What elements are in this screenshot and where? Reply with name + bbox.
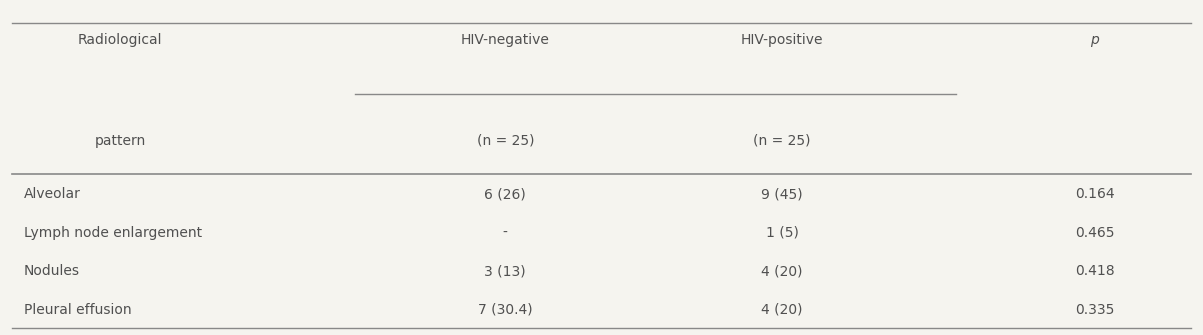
Text: 9 (45): 9 (45) <box>761 187 802 201</box>
Text: HIV-negative: HIV-negative <box>461 33 550 47</box>
Text: 7 (30.4): 7 (30.4) <box>478 303 533 317</box>
Text: 3 (13): 3 (13) <box>485 264 526 278</box>
Text: 0.335: 0.335 <box>1075 303 1114 317</box>
Text: 0.465: 0.465 <box>1075 226 1114 240</box>
Text: Radiological: Radiological <box>78 33 162 47</box>
Text: 4 (20): 4 (20) <box>761 303 802 317</box>
Text: pattern: pattern <box>95 134 146 148</box>
Text: 0.164: 0.164 <box>1075 187 1114 201</box>
Text: Nodules: Nodules <box>24 264 81 278</box>
Text: HIV-positive: HIV-positive <box>741 33 823 47</box>
Text: -: - <box>503 226 508 240</box>
Text: p: p <box>1090 33 1100 47</box>
Text: 1 (5): 1 (5) <box>765 226 799 240</box>
Text: Lymph node enlargement: Lymph node enlargement <box>24 226 202 240</box>
Text: (n = 25): (n = 25) <box>753 134 811 148</box>
Text: (n = 25): (n = 25) <box>476 134 534 148</box>
Text: 4 (20): 4 (20) <box>761 264 802 278</box>
Text: Alveolar: Alveolar <box>24 187 81 201</box>
Text: 0.418: 0.418 <box>1075 264 1114 278</box>
Text: 6 (26): 6 (26) <box>485 187 526 201</box>
Text: Pleural effusion: Pleural effusion <box>24 303 131 317</box>
